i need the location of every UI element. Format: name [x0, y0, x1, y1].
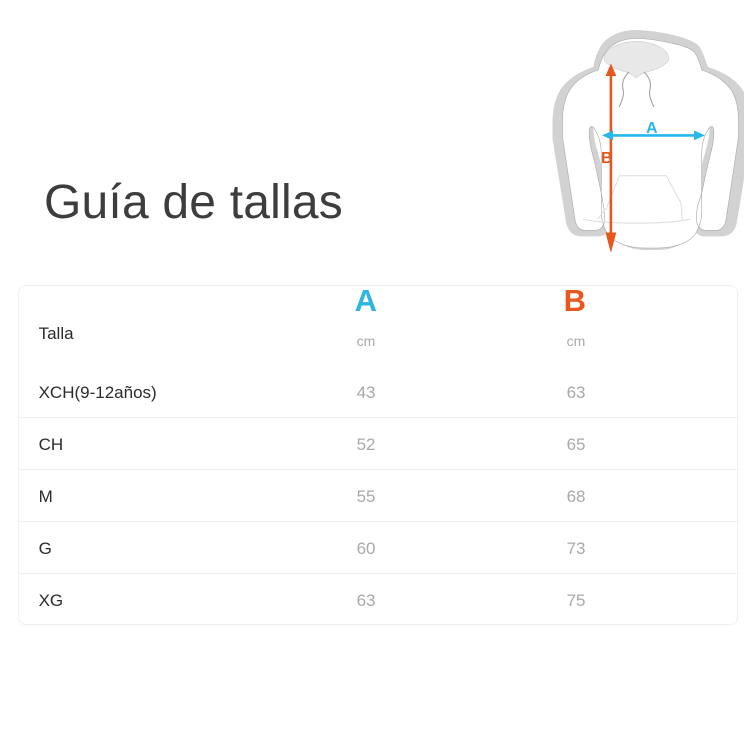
svg-text:A: A: [646, 120, 658, 137]
svg-text:B: B: [601, 150, 613, 167]
